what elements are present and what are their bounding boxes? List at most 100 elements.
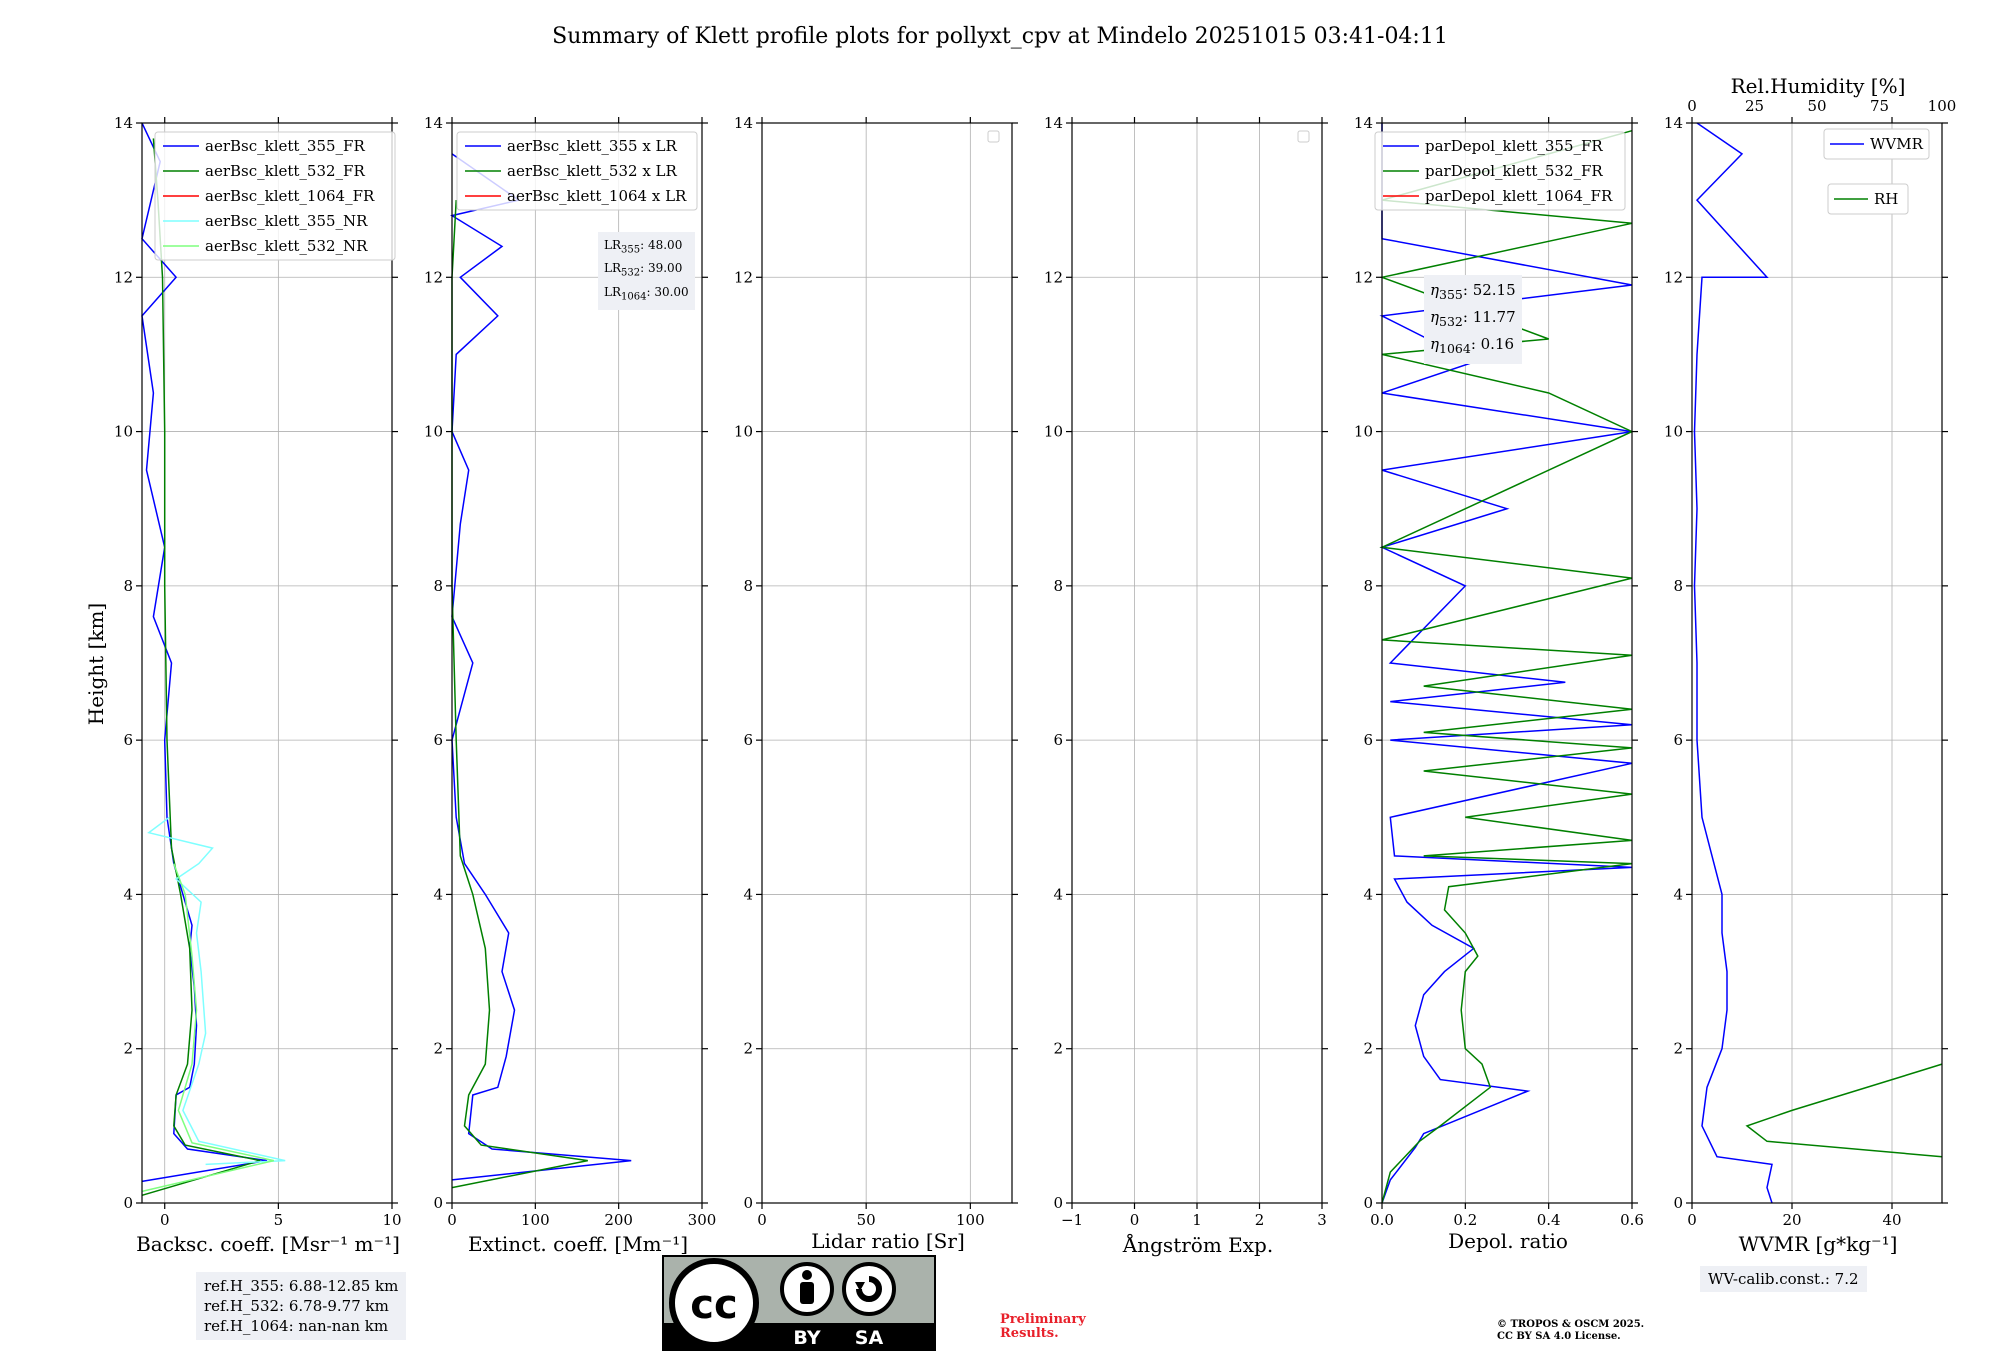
cc-logo-icon [669,1258,759,1348]
y-tick-label: 12 [1664,268,1683,286]
legend-entry: RH [1874,190,1898,208]
series-line-aerBsc-klett-355-NR [147,816,286,1166]
copyright-note: © TROPOS & OSCM 2025. CC BY SA 4.0 Licen… [1497,1319,1644,1343]
lr-532-line: LR532: 39.00 [604,261,683,279]
y-tick-label: 10 [424,423,443,441]
legend-entry: aerBsc_klett_355_FR [205,137,365,155]
x-tick-label: 0 [1687,1211,1697,1229]
axes-frame [1691,122,1943,1204]
x-tick-label: 1 [1192,1211,1202,1229]
y-tick-label: 0 [743,1194,753,1212]
ref-h-355: ref.H_355: 6.88-12.85 km [204,1277,399,1295]
y-tick-label: 2 [123,1040,133,1058]
x-tick-label: 20 [1782,1211,1801,1229]
series-line-aerBsc-klett-532-x-LR [451,200,588,1189]
eta-532-value: 11.77 [1472,308,1516,326]
y-tick-label: 0 [123,1194,133,1212]
x-tick-label: 0.4 [1537,1211,1561,1229]
legend-box [1823,128,1930,160]
lidar-ratio-panel: 0 50 100 0 2 4 6 8 10 12 14 [734,114,1018,1229]
x-tick-label: 40 [1882,1211,1901,1229]
preliminary-line-2: Results. [1000,1326,1059,1341]
y-tick-label: 14 [114,114,133,132]
angstrom-x-label: Ångström Exp. [1122,1232,1273,1257]
by-person-body [800,1282,814,1304]
eta-1064-line: η1064: 0.16 [1430,335,1515,356]
y-tick-label: 6 [743,731,753,749]
x-tick-label: 50 [857,1211,876,1229]
x-tick-label: 0 [1130,1211,1140,1229]
legend-box [154,131,396,261]
x-tick-label: 100 [956,1211,985,1229]
axes-frame [1381,122,1633,1204]
lidar-ratio-box: LR355: 48.00 LR532: 39.00 LR1064: 30.00 [598,232,695,311]
y-tick-label: 10 [1044,423,1063,441]
series-line-RH [1745,1063,1943,1158]
axes-frame [451,122,703,1204]
cc-by-sa-badge: cc BY SA [662,1255,936,1351]
y-tick-label: 8 [1673,577,1683,595]
sa-arrow-head [855,1282,865,1291]
eta-box: η355: 52.15 η532: 11.77 η1064: 0.16 [1424,275,1522,364]
ref-h-1064: ref.H_1064: nan-nan km [204,1317,389,1335]
eta-355-value: 52.15 [1472,281,1516,299]
series-line-aerBsc-klett-532-FR [141,138,261,1197]
y-tick-label: 14 [734,114,753,132]
y-tick-label: 6 [433,731,443,749]
y-tick-label: 8 [743,577,753,595]
eta-1064-value: 0.16 [1480,335,1515,353]
x2-tick-label: 25 [1745,97,1764,115]
y-tick-label: 4 [1363,885,1373,903]
axes-frame [141,122,393,1204]
series-line-aerBsc-klett-355-x-LR [450,153,632,1181]
x-tick-label: 2 [1255,1211,1265,1229]
rh-top-label: Rel.Humidity [%] [1731,74,1906,98]
y-tick-label: 10 [114,423,133,441]
y-tick-label: 2 [1053,1040,1063,1058]
series-line-WVMR [1693,122,1773,1204]
y-tick-label: 6 [123,731,133,749]
y-tick-label: 4 [123,885,133,903]
y-tick-label: 12 [114,268,133,286]
y-tick-label: 12 [424,268,443,286]
y-tick-label: 0 [1053,1194,1063,1212]
empty-legend-box [1297,130,1310,143]
sa-arrow-arc [856,1276,882,1302]
y-tick-label: 0 [1363,1194,1373,1212]
x-tick-label: 0.6 [1620,1211,1644,1229]
legend-entry: aerBsc_klett_532_FR [205,162,365,180]
wv-calib-box: WV-calib.const.: 7.2 [1700,1266,1867,1292]
x-tick-label: 0 [160,1211,170,1229]
y-tick-label: 10 [734,423,753,441]
x-tick-label: 10 [382,1211,401,1229]
lr-355-line: LR355: 48.00 [604,238,683,256]
y-tick-label: 8 [433,577,443,595]
y-tick-label: 2 [743,1040,753,1058]
preliminary-results-note: Preliminary Results. [1000,1313,1086,1341]
by-label: BY [793,1327,820,1349]
preliminary-line-1: Preliminary [1000,1312,1086,1327]
legend-entry: aerBsc_klett_532_NR [205,237,368,255]
y-tick-label: 12 [1354,268,1373,286]
y-tick-label: 8 [1053,577,1063,595]
legend-box [456,131,698,211]
y-tick-label: 14 [1354,114,1373,132]
y-tick-label: 10 [1354,423,1373,441]
lr-1064-line: LR1064: 30.00 [604,284,689,303]
legend-entry: aerBsc_klett_355 x LR [507,137,678,155]
copyright-line-1: © TROPOS & OSCM 2025. [1497,1319,1645,1330]
y-tick-label: 4 [1053,885,1063,903]
axes-frame [761,122,1013,1204]
y-tick-label: 8 [123,577,133,595]
x-tick-label: 0 [447,1211,457,1229]
extinction-x-label: Extinct. coeff. [Mm⁻¹] [468,1232,688,1256]
extinction-panel: 0 100 200 300 0 2 4 6 8 10 12 14 aerBsc_klett_355 x … [424,114,716,1229]
x-tick-label: 100 [521,1211,550,1229]
y-tick-label: 2 [433,1040,443,1058]
legend-entry: aerBsc_klett_355_NR [205,212,368,230]
y-tick-label: 4 [433,885,443,903]
y-tick-label: 14 [1044,114,1063,132]
x-tick-label: 3 [1317,1211,1327,1229]
backscatter-x-label: Backsc. coeff. [Msr⁻¹ m⁻¹] [136,1232,400,1256]
